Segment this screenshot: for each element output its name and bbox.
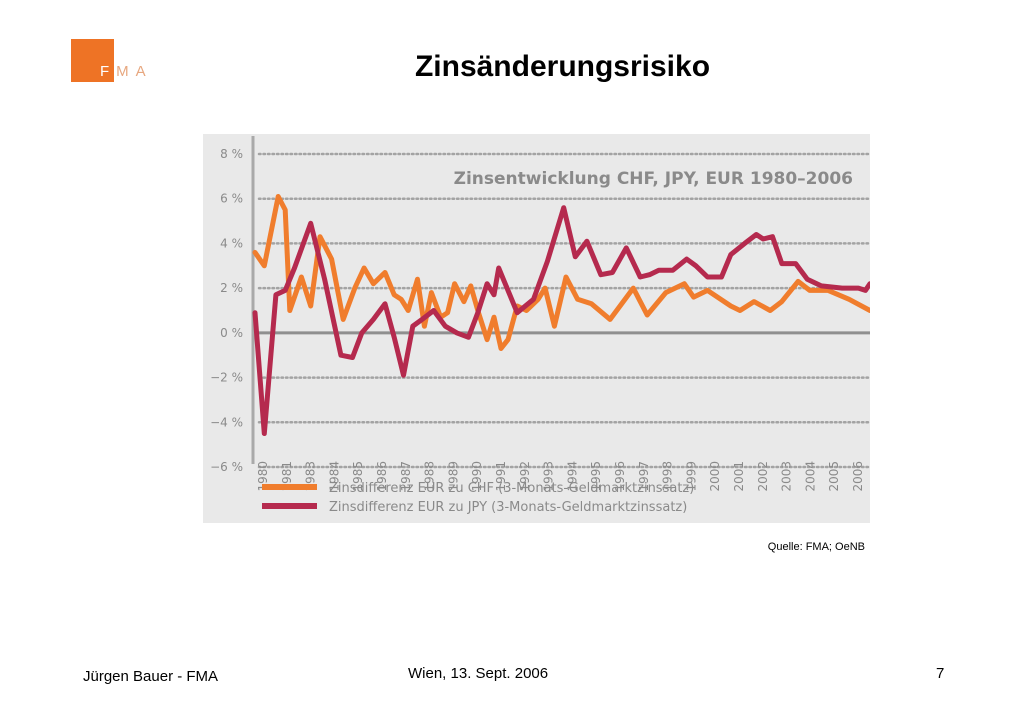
- interest-rate-chart: 8 % 6 % 4 % 2 % 0 % −2 % −4 % −6 % 1980 1981 1983…: [203, 134, 873, 523]
- logo-letter: F: [100, 63, 117, 80]
- x-tick-label: 1995: [589, 461, 603, 492]
- x-tick-label: 1994: [565, 461, 579, 492]
- x-tick-labels: 1980 1981 1983 1984 1985 1986 1987 1988 1989 1990…: [256, 461, 865, 492]
- fma-logo: FMA: [71, 39, 151, 83]
- page-number: 7: [936, 665, 945, 682]
- x-tick-label: 2002: [756, 461, 770, 492]
- x-tick-label: 1999: [684, 461, 698, 492]
- x-tick-label: 1992: [518, 461, 532, 492]
- x-tick-label: 1989: [446, 461, 460, 492]
- x-tick-label: 1983: [304, 461, 318, 492]
- series-layer: [252, 194, 873, 436]
- y-tick-label: 0 %: [220, 326, 243, 340]
- x-tick-label: 1998: [661, 461, 675, 492]
- x-tick-label: 2004: [803, 461, 817, 492]
- source-note: Quelle: FMA; OeNB: [767, 541, 865, 553]
- y-tick-label: −6 %: [210, 460, 243, 474]
- legend-label: Zinsdifferenz EUR zu JPY (3-Monats-Geldm…: [329, 500, 687, 515]
- x-tick-label: 2003: [780, 461, 794, 492]
- logo-orange-square: [71, 39, 114, 82]
- footer-date: Wien, 13. Sept. 2006: [408, 665, 549, 682]
- x-tick-label: 1990: [470, 461, 484, 492]
- x-tick-label: 1980: [256, 461, 270, 492]
- logo-letters: MA: [116, 63, 153, 80]
- x-tick-label: 1984: [327, 461, 341, 492]
- chart-container: 8 % 6 % 4 % 2 % 0 % −2 % −4 % −6 % 1980 1981 1983…: [203, 134, 873, 523]
- x-tick-label: 1987: [399, 461, 413, 492]
- x-tick-label: 1991: [494, 461, 508, 492]
- x-tick-label: 2006: [851, 461, 865, 492]
- x-tick-label: 2005: [827, 461, 841, 492]
- legend-label: Zinsdifferenz EUR zu CHF (3-Monats-Geldm…: [329, 481, 694, 496]
- x-tick-label: 1993: [542, 461, 556, 492]
- y-tick-label: −4 %: [210, 415, 243, 429]
- slide-title: Zinsänderungsrisiko: [414, 50, 711, 83]
- y-tick-label: 6 %: [220, 192, 243, 206]
- footer-author: Jürgen Bauer - FMA: [83, 668, 219, 685]
- x-tick-label: 1997: [637, 461, 651, 492]
- y-tick-label: 2 %: [220, 281, 243, 295]
- x-tick-label: 1988: [423, 461, 437, 492]
- y-tick-label: 8 %: [220, 147, 243, 161]
- x-tick-label: 2000: [708, 461, 722, 492]
- legend: Zinsdifferenz EUR zu CHF (3-Monats-Geldm…: [262, 481, 694, 515]
- y-tick-labels: 8 % 6 % 4 % 2 % 0 % −2 % −4 % −6 %: [210, 147, 243, 474]
- chart-title: Zinsentwicklung CHF, JPY, EUR 1980–2006: [454, 169, 853, 189]
- series-line-jpy: [252, 205, 873, 436]
- x-tick-label: 1996: [613, 461, 627, 492]
- y-tick-label: 4 %: [220, 236, 243, 250]
- x-tick-label: 2001: [732, 461, 746, 492]
- x-tick-label: 1985: [351, 461, 365, 492]
- x-tick-label: 1981: [280, 461, 294, 492]
- series-line-chf: [252, 194, 873, 351]
- x-tick-label: 1986: [375, 461, 389, 492]
- logo-text: FMA: [100, 63, 153, 80]
- y-tick-label: −2 %: [210, 371, 243, 385]
